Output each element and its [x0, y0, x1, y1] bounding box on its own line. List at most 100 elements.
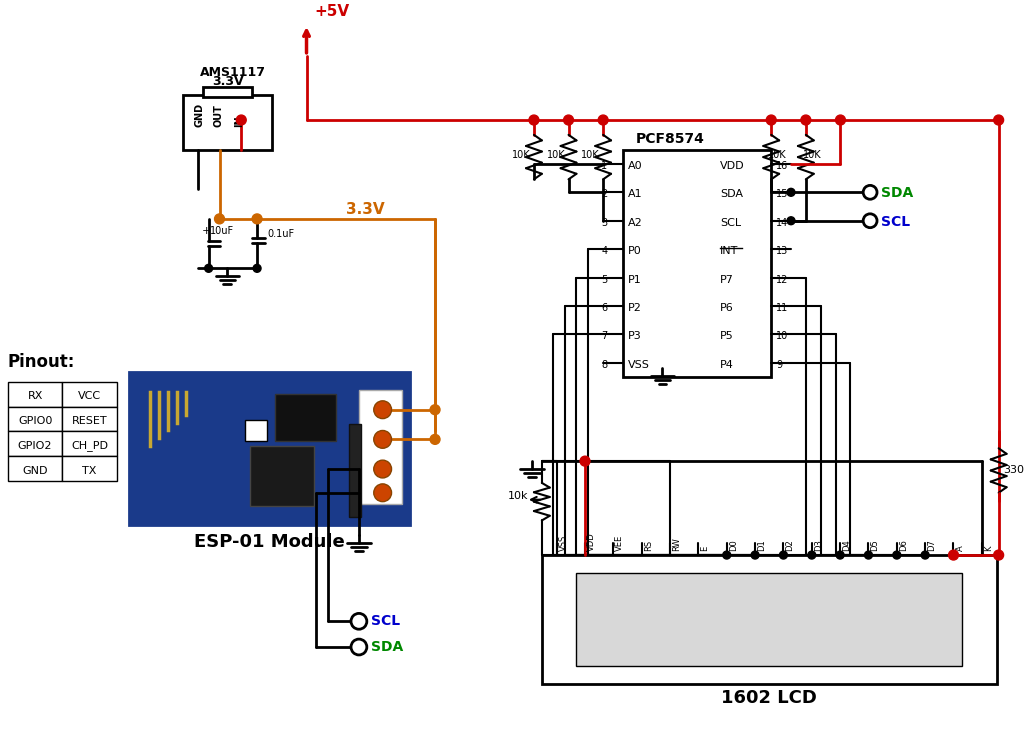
Text: SDA: SDA [371, 640, 403, 654]
Circle shape [836, 115, 846, 125]
Circle shape [262, 457, 302, 497]
Text: D2: D2 [785, 539, 795, 551]
Text: SDA: SDA [720, 189, 742, 200]
Text: 5: 5 [601, 274, 607, 285]
Text: 330: 330 [1004, 465, 1024, 475]
Circle shape [863, 185, 877, 200]
Text: D7: D7 [927, 539, 936, 551]
Text: 14: 14 [776, 218, 788, 228]
Text: 16: 16 [776, 161, 788, 171]
Circle shape [237, 115, 246, 125]
Bar [274, 394, 336, 441]
Circle shape [598, 115, 608, 125]
Circle shape [351, 639, 367, 655]
Circle shape [766, 115, 776, 125]
Text: 9: 9 [776, 360, 782, 370]
Text: 7: 7 [601, 331, 607, 341]
Circle shape [430, 435, 440, 444]
Text: SDA: SDA [881, 186, 913, 200]
Text: 10uF: 10uF [210, 225, 233, 236]
Text: VEE: VEE [615, 535, 625, 551]
Text: 10: 10 [776, 331, 788, 341]
Circle shape [374, 401, 391, 418]
Text: 1: 1 [601, 161, 607, 171]
Text: A: A [955, 545, 965, 551]
Circle shape [723, 551, 731, 559]
Bar [203, 87, 252, 98]
Text: +: + [202, 225, 211, 236]
Text: 3.3V: 3.3V [346, 202, 385, 217]
Bar [129, 372, 411, 525]
Text: 13: 13 [776, 246, 788, 256]
Text: RW: RW [672, 537, 681, 551]
Text: ESP-01 Module: ESP-01 Module [195, 533, 345, 551]
Text: D4: D4 [842, 539, 851, 551]
Text: E: E [700, 546, 710, 551]
Text: D1: D1 [757, 539, 766, 551]
Text: VSS: VSS [559, 535, 567, 551]
Text: 1602 LCD: 1602 LCD [721, 689, 817, 707]
Circle shape [351, 613, 367, 629]
Circle shape [837, 551, 844, 559]
Text: A0: A0 [628, 161, 642, 171]
Text: RS: RS [644, 540, 652, 551]
Bar [62, 432, 117, 456]
Circle shape [215, 214, 224, 224]
Circle shape [252, 214, 262, 224]
Circle shape [779, 551, 787, 559]
Text: VDD: VDD [587, 532, 596, 551]
Text: K: K [984, 545, 993, 551]
Bar [62, 406, 117, 432]
Bar [62, 382, 117, 406]
Text: P3: P3 [628, 331, 642, 341]
Bar [250, 446, 314, 505]
Text: 3.3V: 3.3V [213, 75, 244, 89]
Text: AMS1117: AMS1117 [200, 66, 266, 78]
Circle shape [374, 460, 391, 478]
Text: P7: P7 [720, 274, 733, 285]
Bar [577, 573, 963, 666]
Circle shape [922, 551, 929, 559]
Circle shape [993, 115, 1004, 125]
Text: 15: 15 [776, 189, 788, 200]
Text: Pinout:: Pinout: [8, 353, 76, 371]
Text: D6: D6 [899, 539, 908, 551]
Bar [359, 390, 402, 504]
Circle shape [430, 405, 440, 415]
Circle shape [893, 551, 901, 559]
Text: CH_PD: CH_PD [71, 440, 108, 452]
Bar [8, 382, 62, 406]
Text: RESET: RESET [72, 416, 108, 426]
Text: P4: P4 [720, 360, 733, 370]
Bar [245, 420, 267, 441]
Bar [183, 95, 272, 150]
Circle shape [253, 265, 261, 272]
Bar [8, 406, 62, 432]
Circle shape [580, 456, 590, 466]
Text: P0: P0 [628, 246, 642, 256]
Bar [62, 456, 117, 481]
Text: TX: TX [82, 466, 96, 475]
Bar [349, 423, 360, 517]
Circle shape [374, 484, 391, 502]
Text: 12: 12 [776, 274, 788, 285]
Text: 11: 11 [776, 303, 788, 313]
Text: IN: IN [234, 115, 245, 127]
Text: A1: A1 [628, 189, 642, 200]
Text: P5: P5 [720, 331, 733, 341]
Circle shape [948, 550, 958, 560]
Text: P2: P2 [628, 303, 642, 313]
Text: VDD: VDD [720, 161, 744, 171]
Text: A2: A2 [628, 218, 643, 228]
Text: 10K: 10K [512, 149, 530, 160]
Text: 4: 4 [601, 246, 607, 256]
Bar [542, 555, 996, 684]
Circle shape [787, 188, 795, 197]
Text: P1: P1 [628, 274, 642, 285]
Text: GND: GND [23, 466, 48, 475]
Text: 10K: 10K [547, 149, 565, 160]
Text: SCL: SCL [881, 215, 910, 228]
Text: 8: 8 [601, 360, 607, 370]
Text: VCC: VCC [78, 392, 101, 401]
Circle shape [864, 551, 872, 559]
